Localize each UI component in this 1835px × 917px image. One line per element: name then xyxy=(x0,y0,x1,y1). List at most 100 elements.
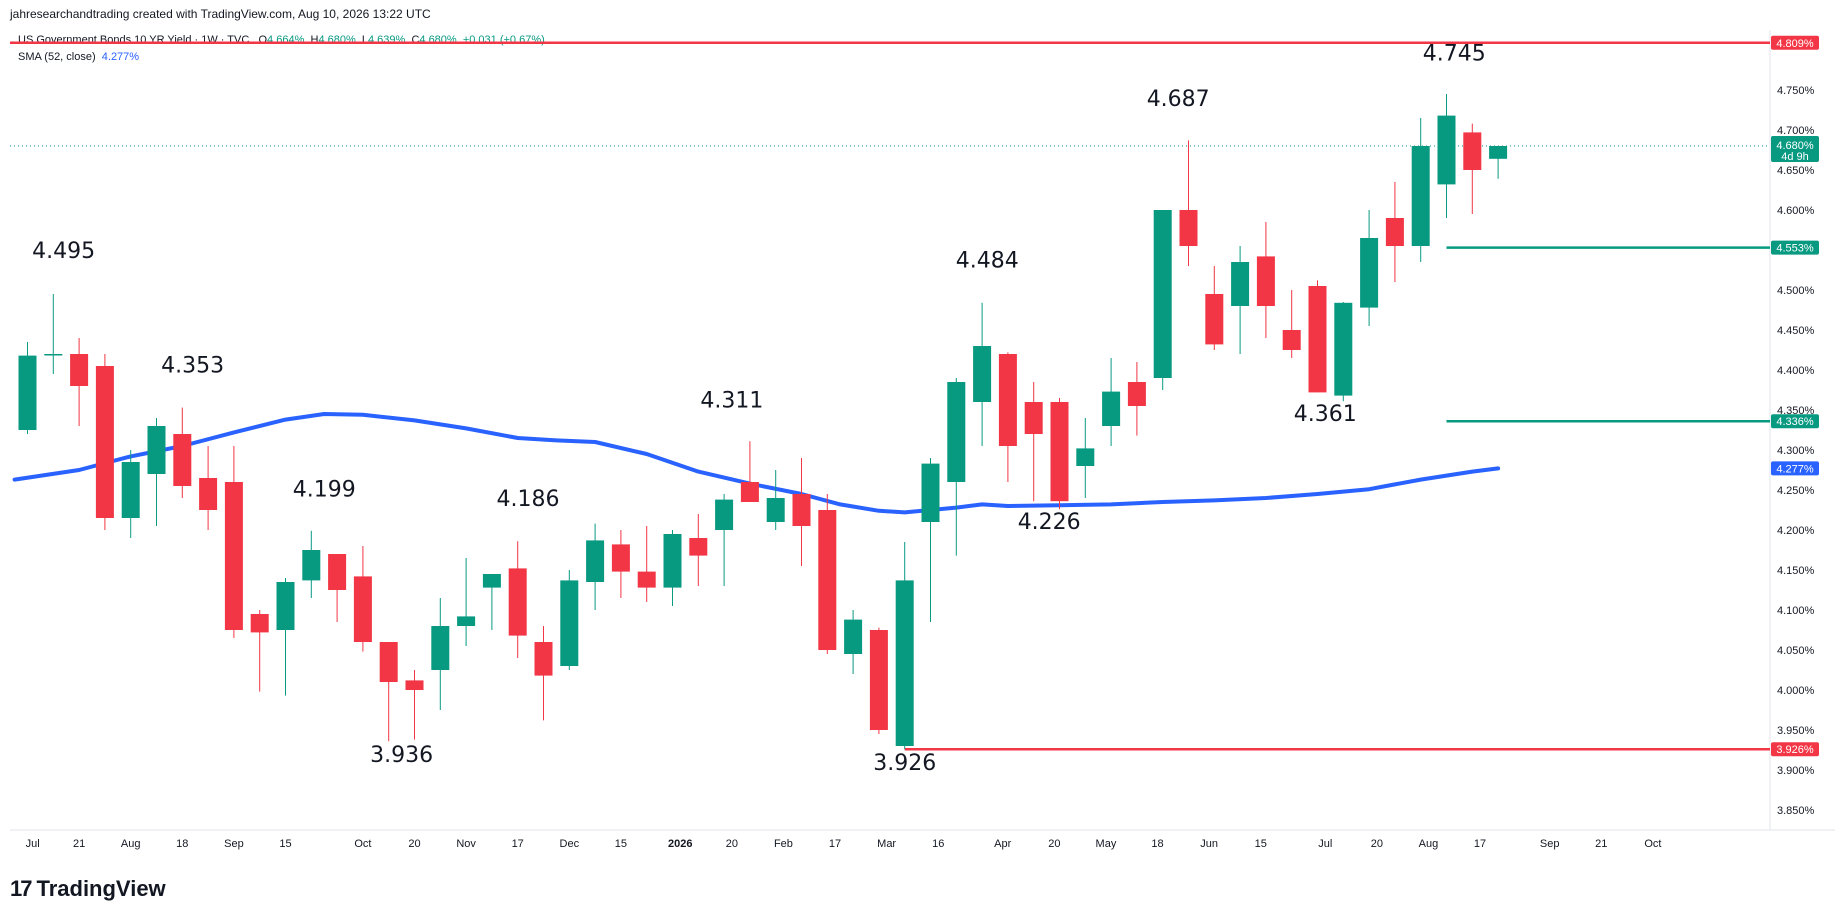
candle xyxy=(1050,398,1069,510)
x-axis-tick: 20 xyxy=(1371,838,1383,850)
price-tag-label: 3.926% xyxy=(1776,744,1814,756)
candle xyxy=(405,670,424,740)
candle-body xyxy=(276,582,295,630)
y-axis-tick: 4.400% xyxy=(1777,365,1815,377)
price-tag xyxy=(1771,240,1819,255)
candle xyxy=(276,578,295,696)
candle-body xyxy=(302,550,321,581)
candle xyxy=(224,446,243,638)
close-label: C xyxy=(411,34,420,46)
candle-body xyxy=(611,544,630,572)
x-axis-tick: 20 xyxy=(408,838,420,850)
tradingview-logo[interactable]: 17 TradingView xyxy=(10,876,166,902)
x-axis-tick: Mar xyxy=(877,838,896,850)
x-axis-tick: Sep xyxy=(1540,838,1560,850)
candle-body xyxy=(70,354,89,386)
x-axis-tick: 16 xyxy=(932,838,944,850)
candle-body xyxy=(199,478,218,510)
sma-line xyxy=(12,412,1501,515)
candle-body xyxy=(1360,238,1379,308)
candle-body xyxy=(353,576,372,642)
candle-body xyxy=(1437,115,1456,185)
candle-body xyxy=(869,630,888,730)
candle xyxy=(1360,210,1379,326)
candle-body xyxy=(1179,210,1198,246)
candle xyxy=(715,494,734,586)
y-axis-tick: 4.100% xyxy=(1777,605,1815,617)
candle xyxy=(611,530,630,598)
candle-body xyxy=(818,510,837,650)
candle xyxy=(1308,280,1327,393)
x-axis-tick: 20 xyxy=(726,838,738,850)
candle-body xyxy=(1463,132,1482,170)
candle-body xyxy=(1489,146,1508,159)
sma-price-tag-label: 4.277% xyxy=(1776,463,1814,475)
candle xyxy=(70,338,89,426)
candle-body xyxy=(1411,146,1430,246)
price-tag-label: 4.809% xyxy=(1776,38,1814,50)
sma-legend-value: 4.277% xyxy=(101,51,140,63)
candle xyxy=(766,470,785,530)
y-axis-tick: 4.750% xyxy=(1777,85,1815,97)
candle-body xyxy=(1308,286,1327,393)
price-annotation: 4.353 xyxy=(161,353,224,378)
candle xyxy=(1256,222,1275,338)
candle-body xyxy=(1205,294,1224,345)
candle xyxy=(663,530,682,606)
y-axis-tick: 3.900% xyxy=(1777,765,1815,777)
candle xyxy=(560,570,579,670)
candle-body xyxy=(18,355,37,430)
candle-body xyxy=(1127,382,1146,406)
sma-legend[interactable]: SMA (52, close) 4.277% xyxy=(18,51,139,63)
candle-body xyxy=(250,614,269,633)
x-axis-tick: 21 xyxy=(1595,838,1607,850)
candle xyxy=(1411,118,1430,262)
price-annotation: 3.926 xyxy=(873,751,936,776)
price-annotation: 4.311 xyxy=(700,389,763,414)
candle xyxy=(1334,302,1353,402)
y-axis-tick: 4.200% xyxy=(1777,525,1815,537)
candle-body xyxy=(766,498,785,522)
candle-body xyxy=(560,580,579,666)
price-annotation: 3.936 xyxy=(370,743,433,768)
y-axis-tick: 3.950% xyxy=(1777,725,1815,737)
candle xyxy=(586,523,605,610)
candle-body xyxy=(637,571,656,588)
candle xyxy=(121,450,140,538)
candle-body xyxy=(947,382,966,482)
tradingview-logo-icon: 17 xyxy=(10,876,33,901)
candle xyxy=(1076,418,1095,498)
x-axis-tick: 15 xyxy=(615,838,627,850)
candle xyxy=(1489,146,1508,179)
x-axis-tick: Nov xyxy=(456,838,476,850)
last-price-tag xyxy=(1771,136,1819,162)
y-axis-tick: 4.700% xyxy=(1777,125,1815,137)
candle xyxy=(689,514,708,586)
candle-body xyxy=(1076,448,1095,466)
candle xyxy=(173,407,192,498)
price-tag-label: 4.553% xyxy=(1776,243,1814,255)
candle xyxy=(637,526,656,602)
bar-countdown-label: 4d 9h xyxy=(1781,151,1809,163)
price-annotation: 4.745 xyxy=(1423,41,1486,66)
candle xyxy=(1102,358,1121,446)
candle-body xyxy=(95,366,114,518)
y-axis-tick: 4.000% xyxy=(1777,685,1815,697)
low-label: L xyxy=(361,34,368,46)
y-axis-tick: 4.650% xyxy=(1777,165,1815,177)
candle xyxy=(1385,182,1404,282)
candle xyxy=(328,554,347,622)
price-annotation: 4.361 xyxy=(1294,402,1357,427)
candle xyxy=(95,354,114,530)
price-tag xyxy=(1771,35,1819,50)
candle xyxy=(1179,140,1198,266)
y-axis-tick: 3.850% xyxy=(1777,805,1815,817)
price-annotation: 4.186 xyxy=(497,487,560,512)
x-axis-tick: Jul xyxy=(1318,838,1332,850)
candle xyxy=(740,441,759,502)
candle xyxy=(973,302,992,446)
last-price-tag-label: 4.680% xyxy=(1776,140,1814,152)
candle-body xyxy=(1231,262,1250,306)
candle-body xyxy=(792,494,811,526)
